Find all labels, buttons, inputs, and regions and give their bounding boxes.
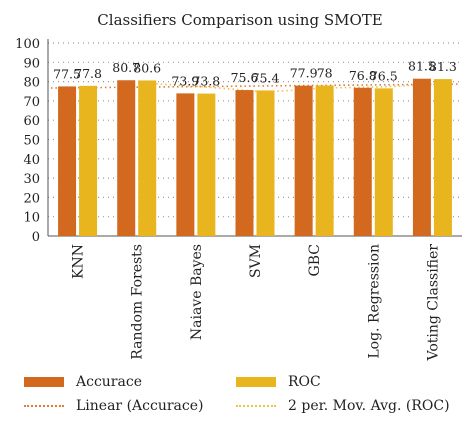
bar-accuracy — [117, 80, 136, 237]
data-label: 75.4 — [252, 70, 280, 85]
bar-accuracy — [353, 87, 372, 236]
bar-roc — [315, 85, 334, 237]
data-label: 80.7 — [112, 60, 140, 75]
data-label: 73.8 — [192, 74, 220, 89]
bars — [58, 78, 452, 237]
y-tick-label: 20 — [23, 191, 40, 206]
x-tick-label: Log. Regression — [366, 244, 382, 359]
data-label: 77.9 — [290, 66, 318, 81]
x-tick-label: KNN — [71, 244, 87, 279]
chart-title: Classifiers Comparison using SMOTE — [97, 11, 382, 29]
data-label: 77.8 — [74, 66, 102, 81]
data-label: 77.5 — [53, 66, 81, 81]
data-label: 80.6 — [133, 60, 161, 75]
bar-accuracy — [235, 90, 254, 236]
x-tick-label: Voting Classifier — [425, 244, 441, 362]
bar-roc — [374, 88, 393, 236]
bar-roc — [79, 85, 98, 236]
y-tick-label: 30 — [23, 172, 40, 187]
data-label: 73.9 — [171, 73, 199, 88]
bar-roc — [433, 79, 452, 236]
bar-roc — [197, 93, 216, 236]
data-label: 76.5 — [370, 68, 398, 83]
axes: 0 10 20 30 40 50 60 70 80 90 100 KNN Random Forests N… — [15, 37, 462, 361]
y-tick-label: 40 — [23, 153, 40, 168]
y-tick-label: 60 — [23, 114, 40, 129]
bar-accuracy — [58, 86, 77, 236]
y-tick-label: 100 — [15, 37, 40, 52]
y-tick-label: 50 — [23, 134, 40, 149]
y-tick-label: 70 — [23, 95, 40, 110]
x-tick-label: SVM — [248, 244, 264, 278]
y-tick-label: 10 — [23, 211, 40, 226]
bar-roc — [256, 90, 275, 236]
bar-accuracy — [294, 85, 313, 236]
bar-accuracy — [176, 93, 195, 236]
bar-accuracy — [412, 78, 431, 236]
data-label: 81.3 — [429, 59, 457, 74]
data-label: 78 — [317, 65, 333, 80]
y-tick-label: 90 — [23, 56, 40, 71]
data-label: 81.5 — [408, 59, 436, 74]
y-tick-label: 80 — [23, 76, 40, 91]
data-label: 76.8 — [349, 68, 377, 83]
x-tick-label: Naiave Bayes — [189, 244, 205, 340]
x-tick-label: Random Forests — [130, 244, 146, 360]
x-tick-label: GBC — [307, 244, 323, 276]
data-label: 75.6 — [231, 70, 259, 85]
y-tick-label: 0 — [32, 230, 40, 245]
bar-roc — [138, 80, 157, 236]
gridlines — [48, 42, 462, 218]
data-labels: 77.577.8 80.780.6 73.973.8 75.675.4 77.9 78 76… — [53, 59, 457, 89]
